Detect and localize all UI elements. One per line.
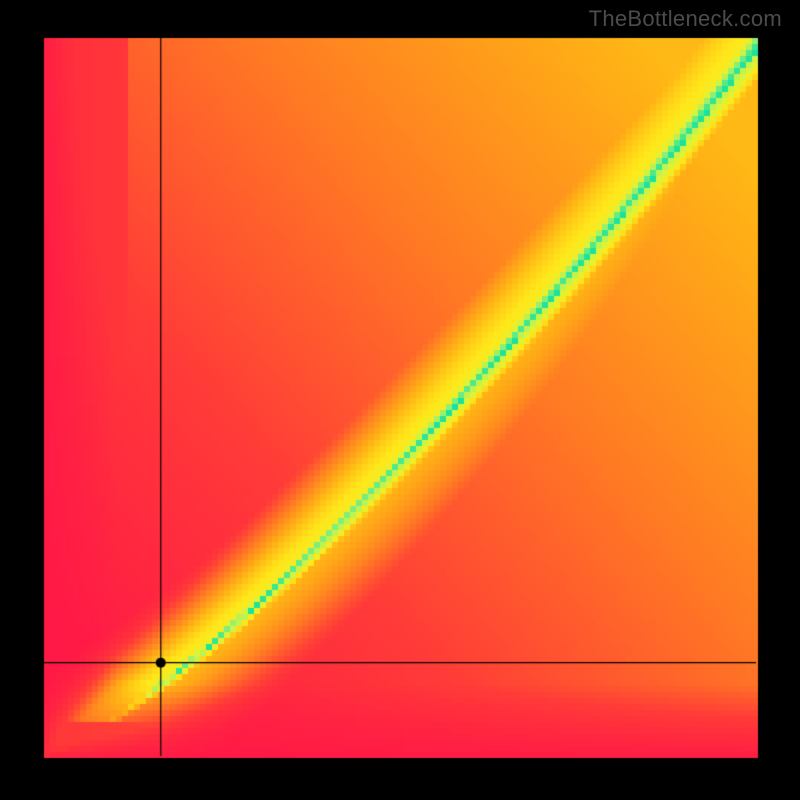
watermark: TheBottleneck.com: [589, 6, 782, 32]
chart-container: TheBottleneck.com: [0, 0, 800, 800]
bottleneck-heatmap: [0, 0, 800, 800]
